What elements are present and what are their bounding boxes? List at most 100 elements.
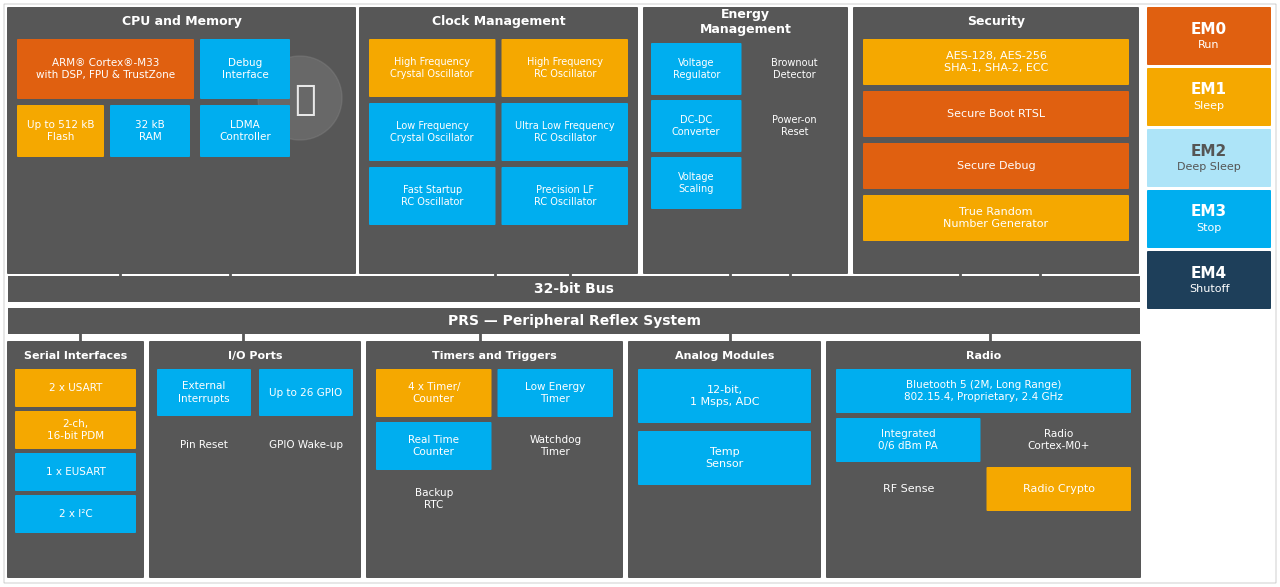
FancyBboxPatch shape [15, 453, 136, 491]
Text: Real Time
Counter: Real Time Counter [408, 435, 460, 457]
FancyBboxPatch shape [1147, 251, 1271, 309]
FancyBboxPatch shape [1147, 68, 1271, 126]
Text: 2 x USART: 2 x USART [49, 383, 102, 393]
Text: Sleep: Sleep [1193, 101, 1225, 111]
Text: I/O Ports: I/O Ports [228, 351, 283, 361]
Text: Security: Security [966, 15, 1025, 29]
Text: 32 kB
RAM: 32 kB RAM [136, 120, 165, 142]
FancyBboxPatch shape [110, 105, 189, 157]
FancyBboxPatch shape [376, 475, 492, 523]
FancyBboxPatch shape [498, 369, 613, 417]
Text: 🦎: 🦎 [294, 83, 316, 117]
Text: Debug
Interface: Debug Interface [221, 58, 269, 80]
Text: Backup
RTC: Backup RTC [415, 488, 453, 510]
FancyBboxPatch shape [6, 7, 356, 274]
FancyBboxPatch shape [376, 369, 492, 417]
FancyBboxPatch shape [15, 369, 136, 407]
FancyBboxPatch shape [366, 341, 623, 578]
Text: 32-bit Bus: 32-bit Bus [534, 282, 614, 296]
Text: Brownout
Detector: Brownout Detector [772, 58, 818, 80]
FancyBboxPatch shape [1147, 129, 1271, 187]
FancyBboxPatch shape [750, 43, 840, 95]
FancyBboxPatch shape [652, 100, 741, 152]
FancyBboxPatch shape [987, 418, 1132, 462]
Text: Low Energy
Timer: Low Energy Timer [525, 382, 585, 404]
Text: Bluetooth 5 (2M, Long Range)
802.15.4, Proprietary, 2.4 GHz: Bluetooth 5 (2M, Long Range) 802.15.4, P… [904, 380, 1062, 402]
FancyBboxPatch shape [6, 341, 143, 578]
FancyBboxPatch shape [863, 39, 1129, 85]
FancyBboxPatch shape [259, 369, 353, 416]
FancyBboxPatch shape [200, 105, 291, 157]
Text: Energy
Management: Energy Management [700, 8, 791, 36]
FancyBboxPatch shape [987, 467, 1132, 511]
Text: Pin Reset: Pin Reset [180, 440, 228, 450]
Text: EM4: EM4 [1190, 265, 1228, 281]
FancyBboxPatch shape [8, 308, 1140, 334]
FancyBboxPatch shape [369, 103, 495, 161]
FancyBboxPatch shape [1147, 7, 1271, 65]
Text: Shutoff: Shutoff [1189, 284, 1229, 294]
FancyBboxPatch shape [502, 103, 628, 161]
FancyBboxPatch shape [863, 195, 1129, 241]
FancyBboxPatch shape [200, 39, 291, 99]
Text: Fast Startup
RC Oscillator: Fast Startup RC Oscillator [401, 185, 463, 207]
FancyBboxPatch shape [628, 341, 820, 578]
Text: 4 x Timer/
Counter: 4 x Timer/ Counter [407, 382, 460, 404]
FancyBboxPatch shape [863, 143, 1129, 189]
FancyBboxPatch shape [652, 157, 741, 209]
FancyBboxPatch shape [15, 495, 136, 533]
Text: AES-128, AES-256
SHA-1, SHA-2, ECC: AES-128, AES-256 SHA-1, SHA-2, ECC [943, 51, 1048, 73]
FancyBboxPatch shape [17, 105, 104, 157]
FancyBboxPatch shape [863, 91, 1129, 137]
Text: Low Frequency
Crystal Oscillator: Low Frequency Crystal Oscillator [390, 121, 474, 143]
Text: Up to 512 kB
Flash: Up to 512 kB Flash [27, 120, 95, 142]
FancyBboxPatch shape [4, 4, 1276, 583]
FancyBboxPatch shape [637, 369, 812, 423]
Text: RF Sense: RF Sense [883, 484, 934, 494]
Text: Secure Debug: Secure Debug [956, 161, 1036, 171]
Text: True Random
Number Generator: True Random Number Generator [943, 207, 1048, 229]
FancyBboxPatch shape [259, 422, 353, 469]
FancyBboxPatch shape [637, 431, 812, 485]
Text: Watchdog
Timer: Watchdog Timer [529, 435, 581, 457]
FancyBboxPatch shape [852, 7, 1139, 274]
Text: External
Interrupts: External Interrupts [178, 382, 230, 404]
Text: Serial Interfaces: Serial Interfaces [24, 351, 127, 361]
Text: Radio
Cortex-M0+: Radio Cortex-M0+ [1028, 429, 1091, 451]
Text: EM2: EM2 [1190, 143, 1228, 158]
Text: EM3: EM3 [1190, 204, 1228, 220]
Text: EM0: EM0 [1190, 22, 1228, 36]
FancyBboxPatch shape [157, 369, 251, 416]
FancyBboxPatch shape [358, 7, 637, 274]
Text: Radio Crypto: Radio Crypto [1023, 484, 1094, 494]
Text: Voltage
Scaling: Voltage Scaling [678, 172, 714, 194]
Text: Analog Modules: Analog Modules [675, 351, 774, 361]
Text: Run: Run [1198, 40, 1220, 50]
Text: Deep Sleep: Deep Sleep [1178, 162, 1240, 172]
Text: ARM® Cortex®-M33
with DSP, FPU & TrustZone: ARM® Cortex®-M33 with DSP, FPU & TrustZo… [36, 58, 175, 80]
Text: EM1: EM1 [1190, 83, 1228, 97]
FancyBboxPatch shape [17, 39, 195, 99]
Text: DC-DC
Converter: DC-DC Converter [672, 115, 721, 137]
FancyBboxPatch shape [157, 422, 251, 469]
Text: PRS — Peripheral Reflex System: PRS — Peripheral Reflex System [448, 314, 700, 328]
Text: Ultra Low Frequency
RC Oscillator: Ultra Low Frequency RC Oscillator [515, 121, 614, 143]
Text: Temp
Sensor: Temp Sensor [705, 447, 744, 469]
Text: 2-ch,
16-bit PDM: 2-ch, 16-bit PDM [47, 419, 104, 441]
FancyBboxPatch shape [836, 369, 1132, 413]
Text: High Frequency
Crystal Oscillator: High Frequency Crystal Oscillator [390, 57, 474, 79]
FancyBboxPatch shape [148, 341, 361, 578]
FancyBboxPatch shape [498, 422, 613, 470]
Text: Clock Management: Clock Management [431, 15, 566, 29]
FancyBboxPatch shape [836, 467, 980, 511]
FancyBboxPatch shape [369, 167, 495, 225]
Text: Up to 26 GPIO: Up to 26 GPIO [269, 387, 343, 397]
FancyBboxPatch shape [369, 39, 495, 97]
FancyBboxPatch shape [502, 167, 628, 225]
Text: Voltage
Regulator: Voltage Regulator [672, 58, 719, 80]
FancyBboxPatch shape [643, 7, 849, 274]
FancyBboxPatch shape [8, 276, 1140, 302]
FancyBboxPatch shape [15, 411, 136, 449]
FancyBboxPatch shape [836, 418, 980, 462]
Text: Integrated
0/6 dBm PA: Integrated 0/6 dBm PA [878, 429, 938, 451]
